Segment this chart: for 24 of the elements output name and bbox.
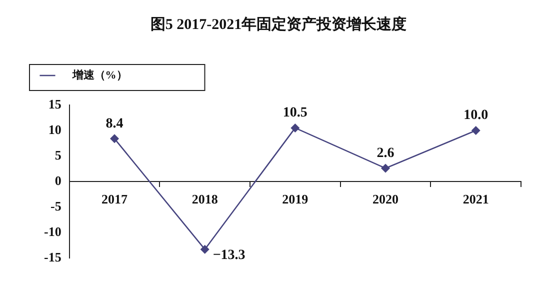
data-label: −13.3 [212, 248, 246, 263]
point [200, 244, 210, 254]
point [471, 126, 480, 135]
y-tick-label: 0 [54, 172, 62, 188]
data-label: 10.0 [464, 108, 488, 124]
point [290, 123, 300, 132]
point [110, 134, 119, 144]
x-tick-label: 2019 [282, 192, 309, 207]
legend-label: 增速（%） [58, 68, 128, 82]
x-tick-label: 2021 [462, 192, 489, 207]
data-label: 2.6 [376, 146, 394, 161]
y-tick-label: -10 [44, 224, 62, 239]
y-tick-label: 5 [54, 147, 62, 162]
point [381, 164, 390, 173]
data-label: 8.4 [106, 116, 124, 132]
data-label: 10.5 [282, 106, 308, 121]
y-tick-label: 15 [48, 96, 62, 112]
chart-title: 图5 2017-2021年固定资产投资增长速度 [150, 14, 407, 33]
y-tick-label: -5 [50, 198, 62, 214]
x-tick-label: 2020 [372, 192, 398, 207]
x-tick-label: 2017 [101, 192, 128, 207]
y-tick-label: 10 [48, 122, 62, 137]
x-tick-label: 2018 [192, 192, 218, 207]
y-tick-label: -15 [44, 249, 62, 264]
